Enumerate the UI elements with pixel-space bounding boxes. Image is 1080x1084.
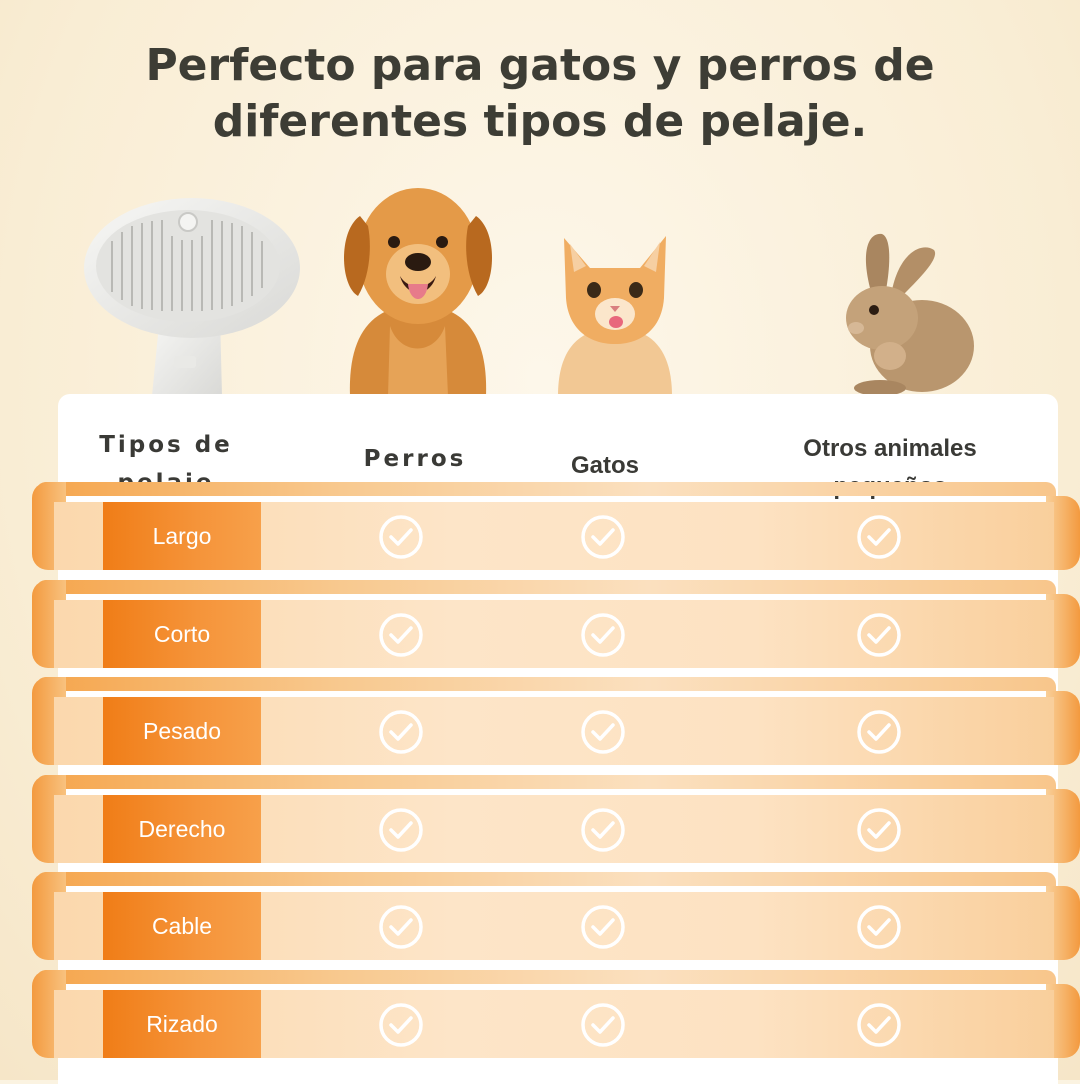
check-dogs-icon (379, 710, 423, 754)
check-cats-icon (581, 710, 625, 754)
coat-type-label: Corto (103, 600, 261, 668)
table-row-cable: Cable (32, 866, 1080, 962)
column-header-cats: Gatos (570, 452, 639, 479)
check-dogs-icon (379, 905, 423, 949)
coat-type-label: Derecho (103, 795, 261, 863)
check-dogs-icon (379, 515, 423, 559)
check-cats-icon (581, 1003, 625, 1047)
check-dogs-icon (379, 613, 423, 657)
coat-type-label: Rizado (103, 990, 261, 1058)
check-cats-icon (581, 515, 625, 559)
headline-line-2: diferentes tipos de pelaje. (212, 96, 868, 147)
headline: Perfecto para gatos y perros de diferent… (0, 38, 1080, 150)
ribbon-edge (36, 677, 1056, 691)
cat-illustration (558, 236, 672, 396)
table-row-rizado: Rizado (32, 964, 1080, 1060)
check-cats-icon (581, 613, 625, 657)
column-header-dogs: Perros (363, 446, 467, 472)
check-other-icon (857, 905, 901, 949)
table-row-pesado: Pesado (32, 671, 1080, 767)
check-other-icon (857, 613, 901, 657)
table-row-corto: Corto (32, 574, 1080, 670)
ribbon-edge (36, 775, 1056, 789)
rabbit-illustration (846, 233, 974, 396)
grooming-brush-icon (84, 198, 300, 396)
column-header-other-line-1: Otros animales (803, 435, 977, 462)
ribbon-edge (36, 580, 1056, 594)
coat-type-label: Largo (103, 502, 261, 570)
dog-illustration (344, 188, 492, 396)
check-other-icon (857, 710, 901, 754)
check-dogs-icon (379, 808, 423, 852)
coat-type-label: Pesado (103, 697, 261, 765)
check-cats-icon (581, 808, 625, 852)
check-cats-icon (581, 905, 625, 949)
table-row-derecho: Derecho (32, 769, 1080, 865)
ribbon-edge (36, 872, 1056, 886)
check-other-icon (857, 1003, 901, 1047)
ribbon-edge (36, 970, 1056, 984)
check-other-icon (857, 515, 901, 559)
table-row-largo: Largo (32, 476, 1080, 572)
ribbon-edge (36, 482, 1056, 496)
check-other-icon (857, 808, 901, 852)
coat-type-label: Cable (103, 892, 261, 960)
column-header-coat-type-line-1: Tipos de (99, 432, 233, 458)
headline-line-1: Perfecto para gatos y perros de (145, 40, 935, 91)
check-dogs-icon (379, 1003, 423, 1047)
